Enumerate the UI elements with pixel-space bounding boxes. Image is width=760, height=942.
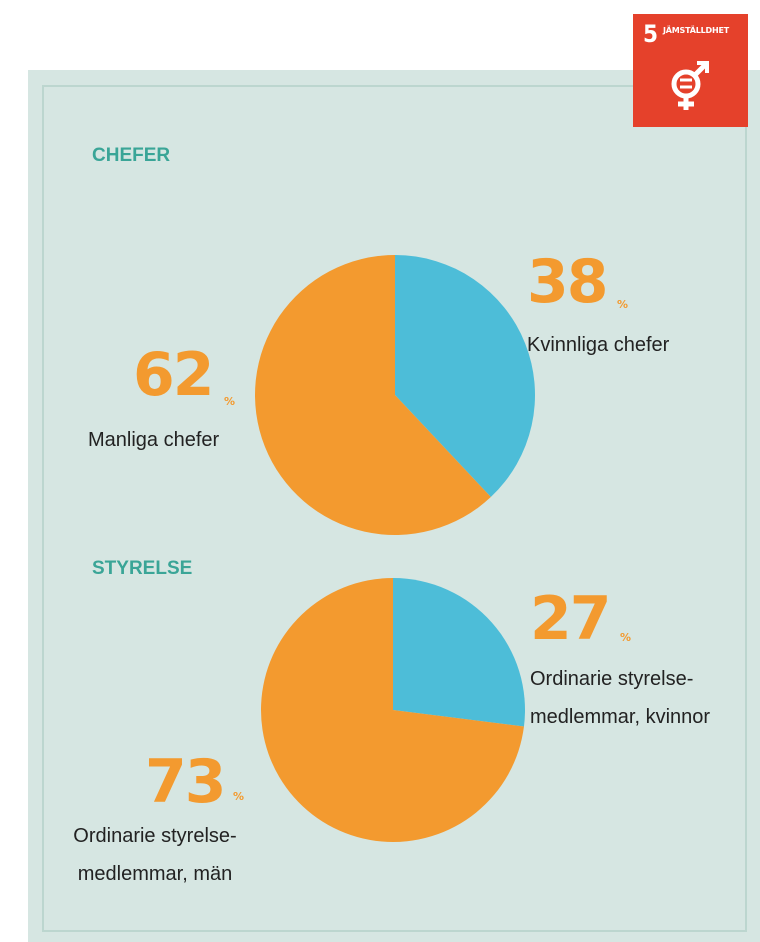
chart-title: CHEFER [92,145,171,166]
value-label: 73 [145,747,226,817]
badge-icon [671,61,709,110]
value-label: 38 [527,247,608,317]
value-unit: % [620,631,632,644]
pie-slice [393,578,525,727]
pie-slice [395,255,535,498]
chart-title: STYRELSE [92,558,193,579]
value-unit: % [233,790,245,803]
value-unit: % [224,395,236,408]
slice-label: Manliga chefer [88,429,220,451]
value-unit: % [617,298,629,311]
badge-label: JÄMSTÄLLDHET [663,26,729,35]
slice-label: Ordinarie styrelse- medlemmar, män [73,825,237,885]
sdg-badge: 5 JÄMSTÄLLDHET [633,14,748,127]
slice-label: Ordinarie styrelse- medlemmar, kvinnor [530,668,711,728]
badge-number: 5 [643,20,659,48]
slice-label: Kvinnliga chefer [527,334,670,356]
value-label: 62 [133,340,214,410]
pie-slice [254,255,491,535]
value-label: 27 [530,584,611,654]
panel-frame [42,85,747,932]
pie-slice [261,578,524,842]
